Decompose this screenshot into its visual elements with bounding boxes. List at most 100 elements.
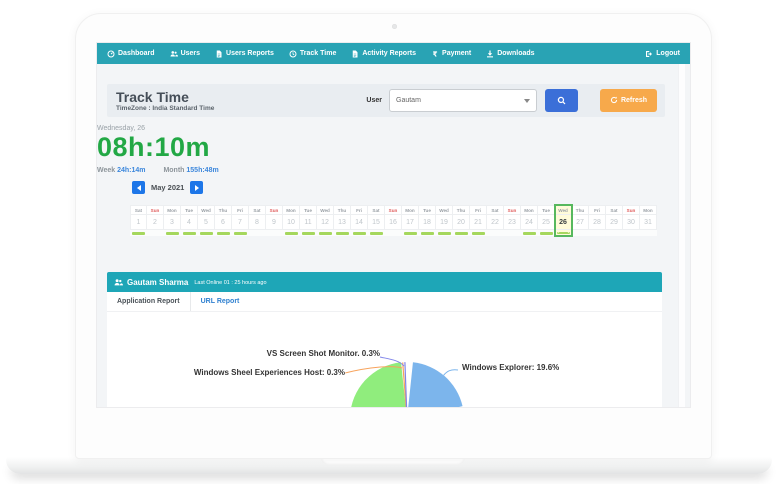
tab-application-report[interactable]: Application Report xyxy=(117,298,180,305)
day-of-week-label: Sun xyxy=(147,205,164,215)
pie-slice-shell-host[interactable] xyxy=(402,362,407,408)
day-of-week-label: Tue xyxy=(300,205,317,215)
tracked-bar-row xyxy=(266,230,283,236)
tracked-time-bar xyxy=(540,231,553,235)
calendar-day-16[interactable]: Sun 16 xyxy=(385,205,402,236)
calendar-day-3[interactable]: Mon 3 xyxy=(164,205,181,236)
calendar-day-9[interactable]: Sun 9 xyxy=(266,205,283,236)
calendar-day-20[interactable]: Thu 20 xyxy=(453,205,470,236)
tracked-bar-row xyxy=(436,230,453,236)
tracked-bar-row xyxy=(351,230,368,236)
empty-bar xyxy=(506,232,519,235)
logout-icon xyxy=(645,50,653,58)
day-number: 11 xyxy=(300,215,317,230)
calendar-day-4[interactable]: Tue 4 xyxy=(181,205,198,236)
pie-slice-unlabeled[interactable] xyxy=(350,362,407,408)
last-online-label: Last Online 01 : 25 hours ago xyxy=(194,280,267,286)
calendar-day-24[interactable]: Mon 24 xyxy=(521,205,538,236)
tracked-time-bar xyxy=(421,231,434,235)
calendar-day-31[interactable]: Mon 31 xyxy=(640,205,657,236)
calendar-day-19[interactable]: Wed 19 xyxy=(436,205,453,236)
nav-item-downloads[interactable]: Downloads xyxy=(486,50,535,58)
calendar-day-13[interactable]: Thu 13 xyxy=(334,205,351,236)
nav-item-activity-reports[interactable]: Activity Reports xyxy=(351,50,416,58)
month-total-link[interactable]: 155h:48m xyxy=(186,167,219,174)
day-of-week-label: Sat xyxy=(368,205,385,215)
nav-item-users[interactable]: Users xyxy=(170,50,200,58)
calendar-day-29[interactable]: Sat 29 xyxy=(606,205,623,236)
day-of-week-label: Fri xyxy=(470,205,487,215)
calendar-day-23[interactable]: Sun 23 xyxy=(504,205,521,236)
week-total-link[interactable]: 24h:14m xyxy=(117,167,146,174)
chevron-right-icon xyxy=(194,184,199,191)
calendar-day-14[interactable]: Fri 14 xyxy=(351,205,368,236)
calendar-day-5[interactable]: Wed 5 xyxy=(198,205,215,236)
nav-item-track-time[interactable]: Track Time xyxy=(289,50,336,58)
empty-bar xyxy=(625,232,638,235)
day-number: 26 xyxy=(555,215,572,230)
calendar-day-1[interactable]: Sat 1 xyxy=(130,205,147,236)
logout-button[interactable]: Logout xyxy=(645,50,680,58)
calendar-day-17[interactable]: Mon 17 xyxy=(402,205,419,236)
tracked-time-bar xyxy=(404,231,417,235)
day-of-week-label: Sat xyxy=(249,205,266,215)
day-of-week-label: Thu xyxy=(453,205,470,215)
tracked-bar-row xyxy=(147,230,164,236)
day-of-week-label: Sun xyxy=(504,205,521,215)
day-of-week-label: Sun xyxy=(385,205,402,215)
calendar-day-26[interactable]: Wed 26 xyxy=(554,204,573,237)
application-report-panel: VS Screen Shot Monitor. 0.3% Windows She… xyxy=(107,312,662,408)
previous-month-button[interactable] xyxy=(132,181,145,194)
tracked-time-bar xyxy=(336,231,349,235)
calendar-day-6[interactable]: Thu 6 xyxy=(215,205,232,236)
calendar-day-11[interactable]: Tue 11 xyxy=(300,205,317,236)
calendar-day-7[interactable]: Fri 7 xyxy=(232,205,249,236)
day-of-week-label: Thu xyxy=(572,205,589,215)
month-navigation: May 2021 xyxy=(132,181,204,194)
calendar-day-2[interactable]: Sun 2 xyxy=(147,205,164,236)
calendar-day-28[interactable]: Fri 28 xyxy=(589,205,606,236)
app-usage-pie-chart xyxy=(344,356,463,408)
nav-item-dashboard[interactable]: Dashboard xyxy=(107,50,155,58)
search-icon xyxy=(557,93,566,108)
user-select-dropdown[interactable]: Gautam xyxy=(389,89,537,112)
calendar-day-12[interactable]: Wed 12 xyxy=(317,205,334,236)
day-number: 15 xyxy=(368,215,385,230)
calendar-day-30[interactable]: Sun 30 xyxy=(623,205,640,236)
tracked-bar-row xyxy=(317,230,334,236)
tracked-time-bar xyxy=(455,231,468,235)
calendar-day-15[interactable]: Sat 15 xyxy=(368,205,385,236)
pie-slice-windows-explorer[interactable] xyxy=(407,362,463,408)
connector-shell-host xyxy=(344,366,403,374)
refresh-label: Refresh xyxy=(620,97,648,104)
pie-label-vs-monitor: VS Screen Shot Monitor. 0.3% xyxy=(266,349,380,358)
day-of-week-label: Mon xyxy=(283,205,300,215)
nav-item-payment[interactable]: ₹ Payment xyxy=(431,50,472,58)
tracked-time-bar xyxy=(370,231,383,235)
calendar-day-10[interactable]: Mon 10 xyxy=(283,205,300,236)
tab-url-report[interactable]: URL Report xyxy=(189,292,250,311)
calendar-day-18[interactable]: Tue 18 xyxy=(419,205,436,236)
search-button[interactable] xyxy=(545,89,578,112)
calendar-day-8[interactable]: Sat 8 xyxy=(249,205,266,236)
tracked-time-bar xyxy=(302,231,315,235)
nav-right: Logout xyxy=(645,50,680,58)
refresh-icon xyxy=(610,96,618,106)
laptop-base-notch xyxy=(321,457,465,465)
calendar-day-25[interactable]: Tue 25 xyxy=(538,205,555,236)
next-month-button[interactable] xyxy=(190,181,204,194)
day-number: 25 xyxy=(538,215,555,230)
day-number: 16 xyxy=(385,215,402,230)
scrollbar[interactable] xyxy=(678,64,685,407)
calendar-day-21[interactable]: Fri 21 xyxy=(470,205,487,236)
laptop-base xyxy=(6,457,772,474)
tracked-bar-row xyxy=(249,230,266,236)
refresh-button[interactable]: Refresh xyxy=(600,89,657,112)
chevron-left-icon xyxy=(136,184,141,191)
pie-slice-vs-monitor[interactable] xyxy=(404,362,408,408)
calendar-day-22[interactable]: Sat 22 xyxy=(487,205,504,236)
day-of-week-label: Thu xyxy=(215,205,232,215)
calendar-day-27[interactable]: Thu 27 xyxy=(572,205,589,236)
day-of-week-label: Tue xyxy=(181,205,198,215)
nav-item-users-reports[interactable]: Users Reports xyxy=(215,50,274,58)
